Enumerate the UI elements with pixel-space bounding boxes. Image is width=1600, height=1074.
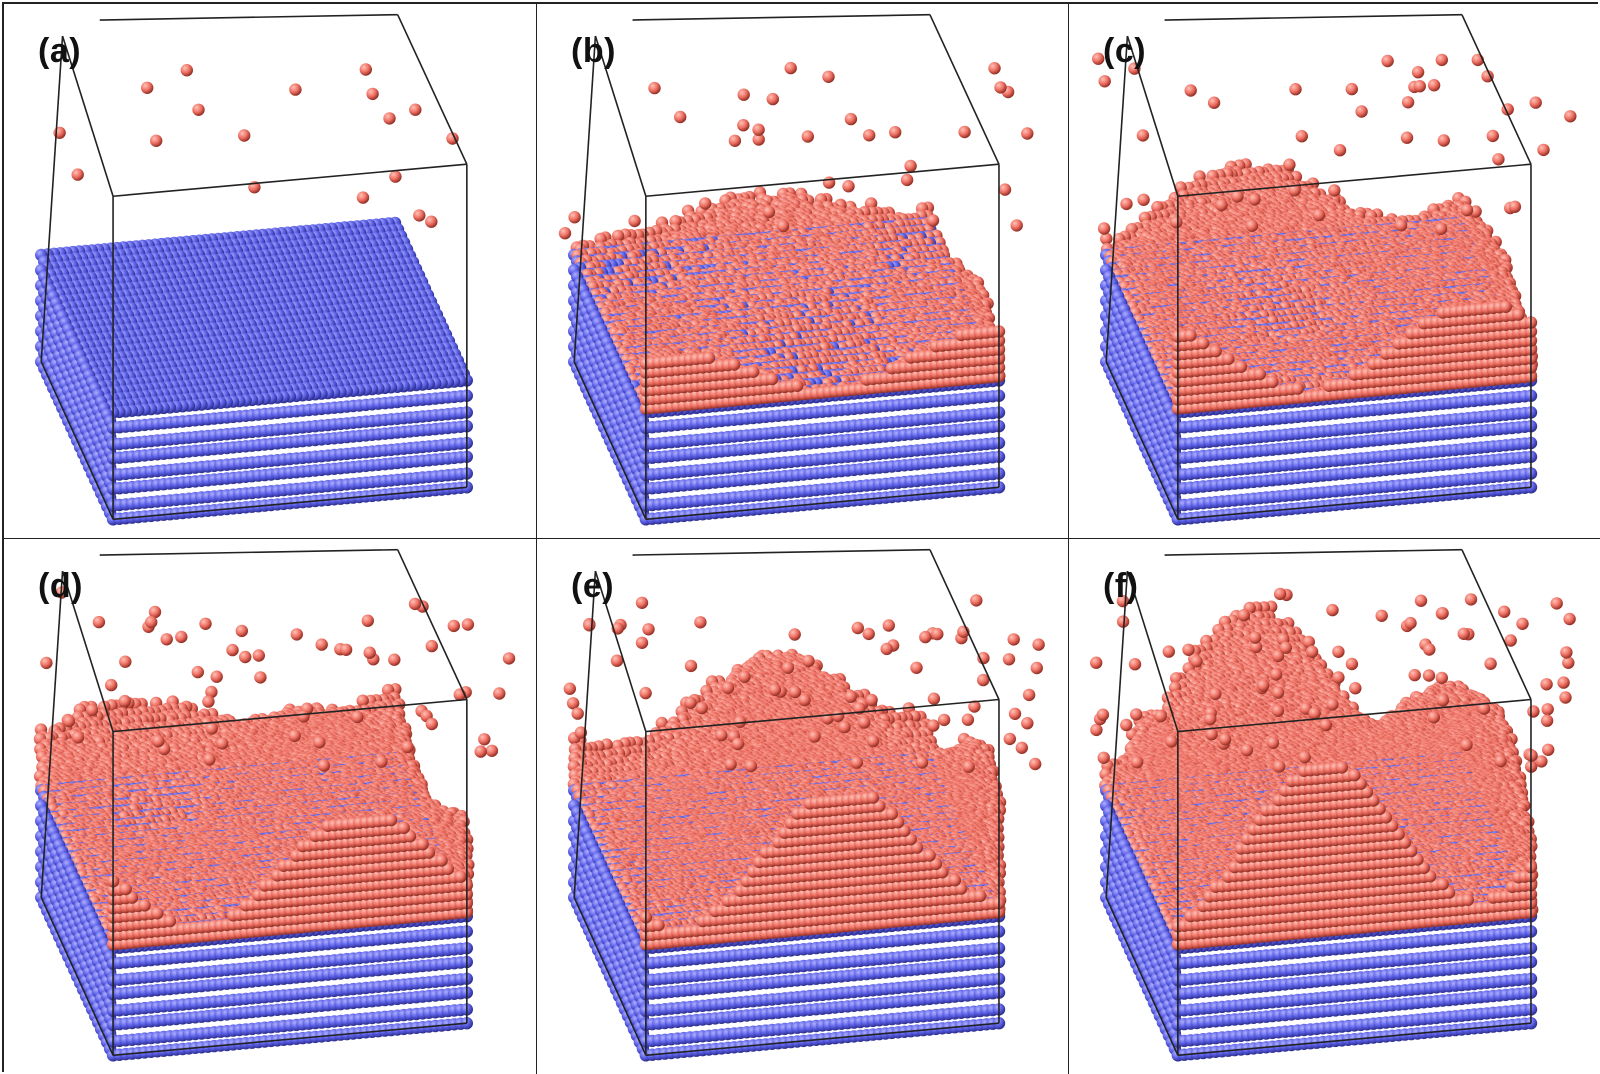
panel-b: (b) (537, 4, 1069, 539)
gas-atom (409, 104, 421, 116)
gas-atom (150, 135, 162, 147)
gas-atom (141, 82, 153, 94)
gas-atom (72, 168, 84, 180)
atoms-layer (35, 63, 473, 525)
gas-atom (181, 64, 193, 76)
simulation-box (4, 4, 536, 538)
atoms-layer (559, 62, 1034, 526)
box-edge (113, 164, 467, 196)
panel-label: (a) (38, 32, 81, 71)
gas-atom (383, 112, 395, 124)
gas-atom (389, 170, 401, 182)
gas-atom (357, 191, 369, 203)
simulation-box (537, 4, 1068, 538)
gas-atom (238, 129, 250, 141)
panel-a: (a) (4, 4, 537, 539)
box-edge (100, 15, 398, 20)
gas-atom (366, 88, 378, 100)
gas-atom (360, 63, 372, 75)
gas-atom (425, 216, 437, 228)
gas-atom (289, 83, 301, 95)
gas-atom (192, 104, 204, 116)
box-edge (398, 15, 467, 165)
gas-atom (413, 209, 425, 221)
